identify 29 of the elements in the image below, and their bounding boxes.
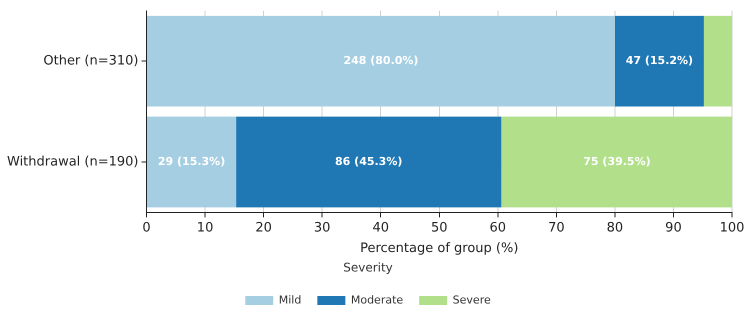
data-label: 248 (80.0%) xyxy=(343,54,418,68)
legend-label: Moderate xyxy=(350,293,404,306)
x-tick-label: 60 xyxy=(490,220,506,236)
x-tick-label: 10 xyxy=(196,220,214,236)
x-tick-label: 20 xyxy=(255,220,272,236)
bar xyxy=(147,16,615,107)
y-tick-label: Withdrawal (n=190) xyxy=(6,154,139,170)
data-label: 47 (15.2%) xyxy=(626,54,694,68)
x-axis-title: Percentage of group (%) xyxy=(360,241,518,256)
legend-title: Severity xyxy=(343,260,393,275)
x-tick-label: 100 xyxy=(720,220,744,236)
bar xyxy=(147,116,236,208)
bar xyxy=(501,116,732,208)
data-label: 29 (15.3%) xyxy=(158,154,226,168)
x-tick-label: 70 xyxy=(548,220,565,236)
bar xyxy=(236,116,502,208)
x-tick-label: 90 xyxy=(665,220,682,236)
data-label: 86 (45.3%) xyxy=(335,154,402,168)
x-tick-label: 50 xyxy=(430,220,448,236)
data-label: 75 (39.5%) xyxy=(583,154,651,168)
bar xyxy=(614,16,704,107)
x-tick-label: 30 xyxy=(314,220,330,236)
y-tick-label: Other (n=310) xyxy=(43,54,139,69)
legend-label: Mild xyxy=(278,293,302,306)
x-tick-label: 80 xyxy=(606,220,624,236)
legend-label: Severe xyxy=(452,293,491,306)
bar xyxy=(704,16,732,107)
x-tick-label: 0 xyxy=(142,220,151,236)
x-tick-label: 40 xyxy=(372,220,389,236)
